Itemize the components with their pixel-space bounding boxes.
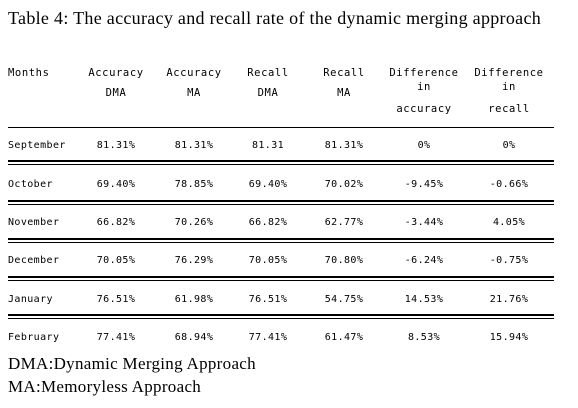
row-difference-recall: 15.94% xyxy=(489,332,529,343)
row-recall-dma: 81.31 xyxy=(251,140,285,151)
header-recall-dma: Recall DMA xyxy=(232,66,304,100)
header-accuracy-ma: Accuracy MA xyxy=(158,66,230,100)
row-recall-ma: 61.47% xyxy=(324,332,364,343)
row-month: February xyxy=(8,332,60,343)
header-label: Difference xyxy=(474,67,544,79)
header-label: Accuracy xyxy=(166,67,222,79)
row-accuracy-ma: 61.98% xyxy=(174,294,214,305)
row-accuracy-dma: 76.51% xyxy=(96,294,136,305)
row-accuracy-dma: 69.40% xyxy=(96,179,136,190)
footnote-dma: DMA:Dynamic Merging Approach xyxy=(8,354,256,373)
row-difference-recall: -0.66% xyxy=(489,179,529,190)
header-label: Recall xyxy=(323,67,365,79)
header-difference-recall: Difference in recall xyxy=(470,66,548,116)
row-difference-accuracy: 0% xyxy=(417,140,431,151)
row-difference-recall: -0.75% xyxy=(489,255,529,266)
header-months-label: Months xyxy=(8,67,50,79)
row-difference-accuracy: 14.53% xyxy=(404,294,444,305)
row-rule xyxy=(8,276,554,278)
row-recall-dma: 76.51% xyxy=(248,294,288,305)
row-recall-ma: 81.31% xyxy=(324,140,364,151)
table-caption: Table 4: The accuracy and recall rate of… xyxy=(8,8,542,28)
header-label: Accuracy xyxy=(88,67,144,79)
row-accuracy-ma: 70.26% xyxy=(174,217,214,228)
row-month: November xyxy=(8,217,60,228)
row-rule xyxy=(8,238,554,240)
row-accuracy-dma: 66.82% xyxy=(96,217,136,228)
table-row: January 76.51% 61.98% 76.51% 54.75% 14.5… xyxy=(8,291,554,311)
row-accuracy-dma: 77.41% xyxy=(96,332,136,343)
row-month: September xyxy=(8,140,66,151)
header-sub-label: MA xyxy=(187,87,201,99)
table-row: November 66.82% 70.26% 66.82% 62.77% -3.… xyxy=(8,214,554,234)
header-recall-ma: Recall MA xyxy=(308,66,380,100)
header-sub-label: DMA xyxy=(257,87,279,99)
row-difference-recall: 4.05% xyxy=(492,217,526,228)
row-difference-accuracy: -9.45% xyxy=(404,179,444,190)
row-accuracy-ma: 76.29% xyxy=(174,255,214,266)
row-accuracy-dma: 81.31% xyxy=(96,140,136,151)
row-difference-recall: 21.76% xyxy=(489,294,529,305)
header-difference-accuracy: Difference in accuracy xyxy=(386,66,462,116)
table-row: September 81.31% 81.31% 81.31 81.31% 0% … xyxy=(8,137,554,157)
header-sub-label: DMA xyxy=(105,87,127,99)
table-row: October 69.40% 78.85% 69.40% 70.02% -9.4… xyxy=(8,176,554,196)
row-rule xyxy=(8,314,554,316)
row-accuracy-ma: 78.85% xyxy=(174,179,214,190)
header-rule xyxy=(8,127,554,128)
header-sub-label: MA xyxy=(337,87,351,99)
row-recall-ma: 70.80% xyxy=(324,255,364,266)
row-rule xyxy=(8,200,554,202)
row-recall-dma: 77.41% xyxy=(248,332,288,343)
header-months: Months xyxy=(8,66,78,80)
row-month: January xyxy=(8,294,53,305)
row-rule xyxy=(8,280,554,281)
row-recall-ma: 62.77% xyxy=(324,217,364,228)
row-recall-dma: 69.40% xyxy=(248,179,288,190)
row-recall-dma: 70.05% xyxy=(248,255,288,266)
row-rule xyxy=(8,204,554,205)
row-difference-accuracy: 8.53% xyxy=(407,332,441,343)
row-accuracy-ma: 81.31% xyxy=(174,140,214,151)
header-sub-label: in xyxy=(502,81,516,93)
footnote-ma: MA:Memoryless Approach xyxy=(8,377,202,396)
row-recall-ma: 70.02% xyxy=(324,179,364,190)
row-difference-accuracy: -6.24% xyxy=(404,255,444,266)
row-rule xyxy=(8,160,554,162)
row-month: December xyxy=(8,255,60,266)
row-recall-ma: 54.75% xyxy=(324,294,364,305)
header-sub-label: in xyxy=(417,81,431,93)
header-accuracy-dma: Accuracy DMA xyxy=(80,66,152,100)
row-rule xyxy=(8,164,554,165)
row-rule xyxy=(8,242,554,243)
row-month: October xyxy=(8,179,53,190)
row-accuracy-ma: 68.94% xyxy=(174,332,214,343)
table-row: February 77.41% 68.94% 77.41% 61.47% 8.5… xyxy=(8,329,554,349)
row-difference-accuracy: -3.44% xyxy=(404,217,444,228)
header-sub-label: recall xyxy=(488,103,530,115)
row-recall-dma: 66.82% xyxy=(248,217,288,228)
header-sub-label: accuracy xyxy=(396,103,452,115)
header-label: Recall xyxy=(247,67,289,79)
header-label: Difference xyxy=(389,67,459,79)
row-accuracy-dma: 70.05% xyxy=(96,255,136,266)
table-row: December 70.05% 76.29% 70.05% 70.80% -6.… xyxy=(8,252,554,272)
row-difference-recall: 0% xyxy=(502,140,516,151)
row-rule xyxy=(8,318,554,319)
